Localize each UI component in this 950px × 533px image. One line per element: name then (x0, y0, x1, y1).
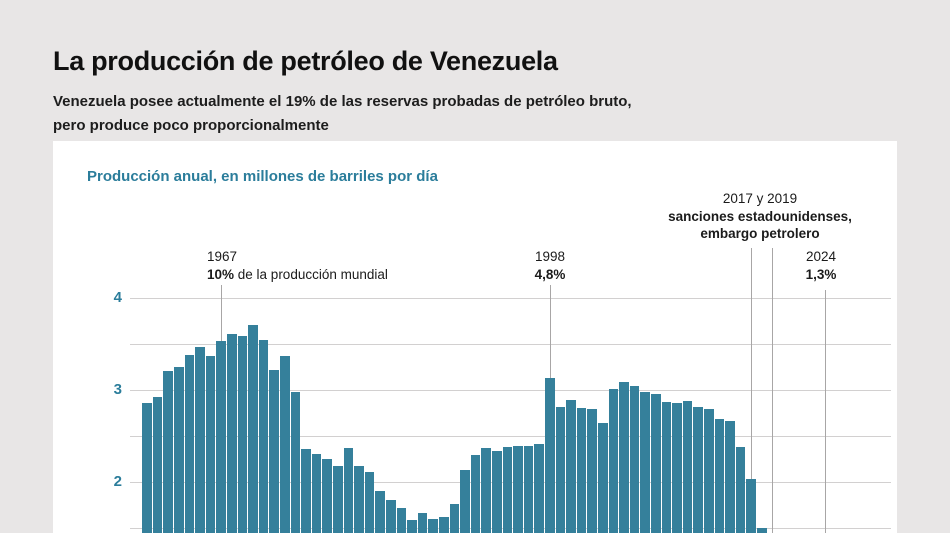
annotation-1967-year: 1967 (207, 249, 238, 264)
bar-2007 (640, 392, 650, 533)
gridline-4 (130, 297, 891, 299)
bar-1974 (290, 392, 301, 533)
annotation-sanctions-years: 2017 y 2019 (722, 191, 798, 206)
bar-1971 (258, 339, 269, 533)
bar-2012 (693, 406, 703, 533)
bar-2005 (619, 382, 629, 533)
bar-2008 (651, 394, 661, 533)
bar-1999 (555, 406, 566, 533)
bar-1985 (407, 520, 417, 533)
annotation-1998-value: 4,8% (534, 266, 566, 282)
bar-1977 (322, 459, 332, 533)
bar-1993 (492, 451, 502, 533)
bar-chart-plot: 4 3 2 (114, 248, 891, 533)
y-axis-label-4: 4 (113, 288, 122, 306)
annotation-2024: 2024 1,3% (806, 248, 837, 283)
chart-title: Producción anual, en millones de barrile… (87, 168, 438, 185)
bar-1981 (364, 472, 375, 533)
y-axis-label-3: 3 (113, 380, 122, 398)
marker-line-1998 (549, 285, 551, 379)
bar-2014 (714, 418, 725, 533)
gridline-3.5 (130, 343, 891, 345)
bar-1988 (439, 517, 449, 533)
marker-line-2017 (751, 248, 753, 479)
bar-2013 (704, 408, 714, 533)
bar-2009 (661, 402, 672, 533)
bar-1994 (502, 446, 513, 533)
bar-1970 (248, 325, 258, 533)
bar-1966 (205, 356, 216, 533)
annotation-sanctions: 2017 y 2019 sanciones estadounidenses, e… (668, 190, 852, 243)
bar-2018 (757, 528, 767, 533)
marker-line-1967 (221, 285, 223, 341)
bar-1968 (227, 334, 237, 533)
annotation-sanctions-line2: sanciones estadounidenses, (668, 208, 852, 224)
bar-1978 (333, 465, 343, 533)
bar-1983 (386, 499, 396, 533)
bar-2000 (566, 399, 576, 533)
bar-1998 (545, 378, 555, 533)
annotation-2024-year: 2024 (805, 249, 837, 264)
bar-1991 (470, 454, 481, 533)
bar-1969 (237, 336, 248, 533)
gridline-2.5 (130, 435, 891, 437)
bar-1986 (417, 512, 428, 533)
bar-1980 (354, 465, 364, 533)
bar-1960 (142, 403, 152, 533)
bar-2017 (746, 478, 756, 533)
bar-1965 (195, 347, 205, 533)
subtitle-line-2: pero produce poco proporcionalmente (53, 117, 329, 134)
bar-1997 (534, 443, 544, 533)
bar-1964 (184, 354, 195, 533)
bar-1962 (163, 371, 173, 533)
marker-line-2024 (825, 290, 827, 533)
gridline-3 (130, 389, 891, 391)
subtitle: Venezuela posee actualmente el 19% de la… (53, 90, 632, 138)
annotation-1998-year: 1998 (534, 249, 566, 264)
annotation-sanctions-line3: embargo petrolero (700, 226, 820, 241)
bar-2016 (735, 446, 746, 533)
bar-1996 (523, 445, 534, 533)
bar-1972 (269, 370, 279, 533)
page-title: La producción de petróleo de Venezuela (53, 46, 558, 76)
bar-2001 (576, 407, 587, 533)
bar-2002 (587, 408, 597, 533)
bar-1975 (301, 449, 311, 533)
annotation-2024-value: 1,3% (805, 266, 837, 282)
bar-2006 (629, 385, 640, 533)
bar-1984 (396, 508, 407, 533)
annotation-1967-value: 10% (207, 266, 235, 282)
annotation-1998: 1998 4,8% (535, 248, 566, 283)
annotation-1967-note-text: de la producción mundial (234, 266, 388, 282)
bar-2010 (672, 403, 682, 533)
bar-1990 (460, 469, 470, 533)
subtitle-line-1: Venezuela posee actualmente el 19% de la… (53, 93, 632, 110)
bar-1967 (216, 340, 226, 533)
bar-1973 (280, 356, 290, 533)
bar-1979 (343, 448, 354, 533)
annotation-1967: 1967 10% de la producción mundial (207, 248, 388, 283)
bar-1995 (513, 445, 523, 533)
marker-line-2019 (772, 248, 774, 533)
bar-1961 (152, 396, 163, 533)
annotation-1967-note: 10% de la producción mundial (207, 266, 388, 284)
bar-1992 (481, 448, 491, 533)
bar-2015 (725, 420, 735, 533)
bar-1976 (311, 453, 322, 533)
y-axis-label-2: 2 (113, 472, 122, 490)
bar-1982 (375, 490, 385, 533)
bar-1989 (449, 503, 460, 533)
bar-1963 (174, 366, 184, 533)
bar-2011 (682, 401, 693, 533)
bar-2004 (608, 388, 619, 533)
bar-2003 (598, 422, 608, 533)
bar-1987 (428, 519, 438, 533)
